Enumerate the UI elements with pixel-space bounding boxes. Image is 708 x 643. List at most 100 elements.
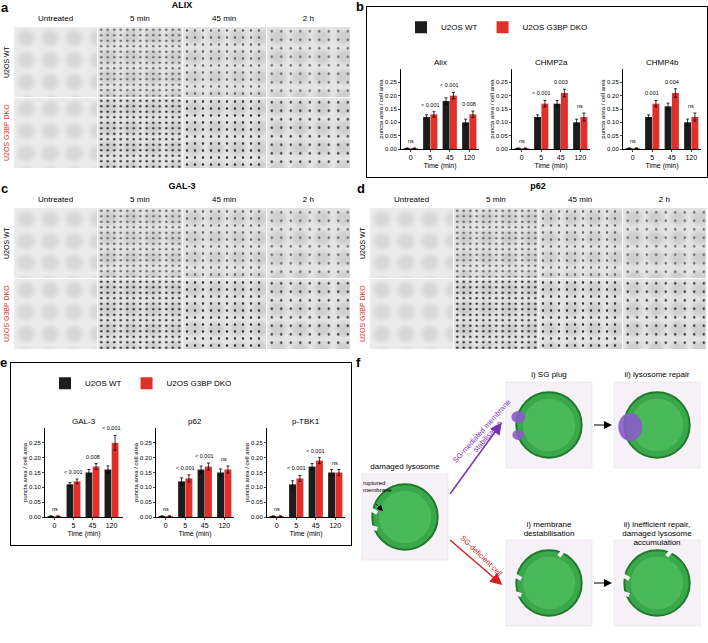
- svg-text:CHMP4b: CHMP4b: [646, 58, 679, 67]
- svg-text:p62: p62: [188, 417, 202, 426]
- svg-text:45: 45: [89, 522, 97, 529]
- svg-text:0.20: 0.20: [607, 93, 619, 99]
- svg-text:0.05: 0.05: [496, 133, 508, 139]
- svg-text:0.15: 0.15: [140, 470, 152, 476]
- svg-text:Time (min): Time (min): [645, 162, 678, 170]
- svg-text:5: 5: [72, 522, 76, 529]
- svg-text:0.05: 0.05: [251, 499, 263, 505]
- svg-text:0.10: 0.10: [385, 119, 397, 125]
- svg-text:< 0.001: < 0.001: [421, 102, 440, 108]
- svg-text:0.10: 0.10: [29, 484, 41, 490]
- svg-text:0: 0: [53, 522, 57, 529]
- svg-text:120: 120: [574, 154, 586, 161]
- svg-text:Time (min): Time (min): [534, 162, 567, 170]
- svg-text:0.00: 0.00: [496, 146, 508, 152]
- svg-text:5: 5: [294, 522, 298, 529]
- svg-text:0.00: 0.00: [140, 514, 152, 520]
- svg-text:0.10: 0.10: [496, 119, 508, 125]
- svg-text:45: 45: [557, 154, 565, 161]
- svg-text:0.10: 0.10: [607, 119, 619, 125]
- svg-text:5: 5: [428, 154, 432, 161]
- svg-text:5: 5: [539, 154, 543, 161]
- svg-text:45: 45: [668, 154, 676, 161]
- svg-text:45: 45: [446, 154, 454, 161]
- svg-text:puncta area / cell area: puncta area / cell area: [600, 79, 606, 139]
- svg-text:ns: ns: [408, 138, 414, 144]
- svg-text:0.25: 0.25: [496, 79, 508, 85]
- svg-text:ns: ns: [274, 506, 280, 512]
- svg-text:0.15: 0.15: [251, 470, 263, 476]
- svg-text:0.15: 0.15: [385, 106, 397, 112]
- svg-text:0.25: 0.25: [607, 79, 619, 85]
- svg-text:puncta area / cell area: puncta area / cell area: [22, 442, 28, 502]
- svg-text:0.05: 0.05: [140, 499, 152, 505]
- svg-text:0.10: 0.10: [140, 484, 152, 490]
- svg-text:0.00: 0.00: [251, 514, 263, 520]
- svg-text:0.20: 0.20: [140, 455, 152, 461]
- svg-text:120: 120: [106, 522, 118, 529]
- svg-text:0.25: 0.25: [251, 440, 263, 446]
- svg-text:ns: ns: [519, 138, 525, 144]
- svg-text:U2OS WT: U2OS WT: [441, 23, 478, 32]
- svg-text:ns: ns: [630, 138, 636, 144]
- svg-text:< 0.001: < 0.001: [306, 448, 325, 454]
- svg-text:p-TBK1: p-TBK1: [292, 417, 320, 426]
- svg-text:0: 0: [275, 522, 279, 529]
- svg-text:0.15: 0.15: [496, 106, 508, 112]
- svg-text:Time (min): Time (min): [67, 530, 100, 538]
- svg-text:0.00: 0.00: [607, 146, 619, 152]
- svg-text:Alix: Alix: [434, 58, 447, 67]
- svg-text:0: 0: [520, 154, 524, 161]
- svg-text:0.003: 0.003: [554, 79, 568, 85]
- svg-text:0.05: 0.05: [607, 133, 619, 139]
- svg-text:45: 45: [312, 522, 320, 529]
- svg-text:0.25: 0.25: [140, 440, 152, 446]
- svg-text:0: 0: [164, 522, 168, 529]
- svg-text:U2OS WT: U2OS WT: [85, 379, 122, 388]
- svg-text:ns: ns: [52, 506, 58, 512]
- svg-text:120: 120: [685, 154, 697, 161]
- svg-text:0.20: 0.20: [496, 93, 508, 99]
- svg-text:< 0.001: < 0.001: [440, 82, 459, 88]
- svg-text:< 0.001: < 0.001: [287, 465, 306, 471]
- svg-text:Time (min): Time (min): [178, 530, 211, 538]
- svg-text:0.20: 0.20: [29, 455, 41, 461]
- svg-text:0.008: 0.008: [462, 101, 476, 107]
- svg-text:120: 120: [218, 522, 230, 529]
- svg-text:U2OS G3BP DKO: U2OS G3BP DKO: [523, 23, 588, 32]
- svg-text:ns: ns: [577, 103, 583, 109]
- svg-text:0.001: 0.001: [645, 90, 659, 96]
- svg-text:GAL-3: GAL-3: [72, 417, 96, 426]
- svg-text:Time (min): Time (min): [289, 530, 322, 538]
- svg-text:puncta area / cell area: puncta area / cell area: [244, 442, 250, 502]
- svg-text:0.00: 0.00: [29, 514, 41, 520]
- svg-text:< 0.001: < 0.001: [102, 425, 121, 431]
- svg-text:0.15: 0.15: [29, 470, 41, 476]
- svg-text:0.008: 0.008: [86, 454, 100, 460]
- svg-text:120: 120: [463, 154, 475, 161]
- svg-text:< 0.001: < 0.001: [532, 90, 551, 96]
- svg-text:0.10: 0.10: [251, 484, 263, 490]
- svg-text:< 0.001: < 0.001: [64, 469, 83, 475]
- svg-text:0.004: 0.004: [665, 79, 679, 85]
- svg-text:Time (min): Time (min): [423, 162, 456, 170]
- svg-text:0: 0: [409, 154, 413, 161]
- svg-text:CHMP2a: CHMP2a: [535, 58, 568, 67]
- svg-text:ns: ns: [163, 506, 169, 512]
- svg-text:0.25: 0.25: [29, 440, 41, 446]
- svg-text:< 0.001: < 0.001: [195, 453, 214, 459]
- svg-text:0: 0: [631, 154, 635, 161]
- svg-text:ns: ns: [332, 460, 338, 466]
- svg-text:0.05: 0.05: [29, 499, 41, 505]
- svg-text:120: 120: [329, 522, 341, 529]
- svg-text:0.25: 0.25: [385, 79, 397, 85]
- svg-text:0.05: 0.05: [385, 133, 397, 139]
- svg-text:ns: ns: [688, 103, 694, 109]
- svg-text:< 0.001: < 0.001: [176, 465, 195, 471]
- svg-text:5: 5: [650, 154, 654, 161]
- svg-text:0.15: 0.15: [607, 106, 619, 112]
- svg-text:puncta area / cell area: puncta area / cell area: [378, 79, 384, 139]
- svg-text:0.20: 0.20: [251, 455, 263, 461]
- svg-text:45: 45: [201, 522, 209, 529]
- svg-text:0.00: 0.00: [385, 146, 397, 152]
